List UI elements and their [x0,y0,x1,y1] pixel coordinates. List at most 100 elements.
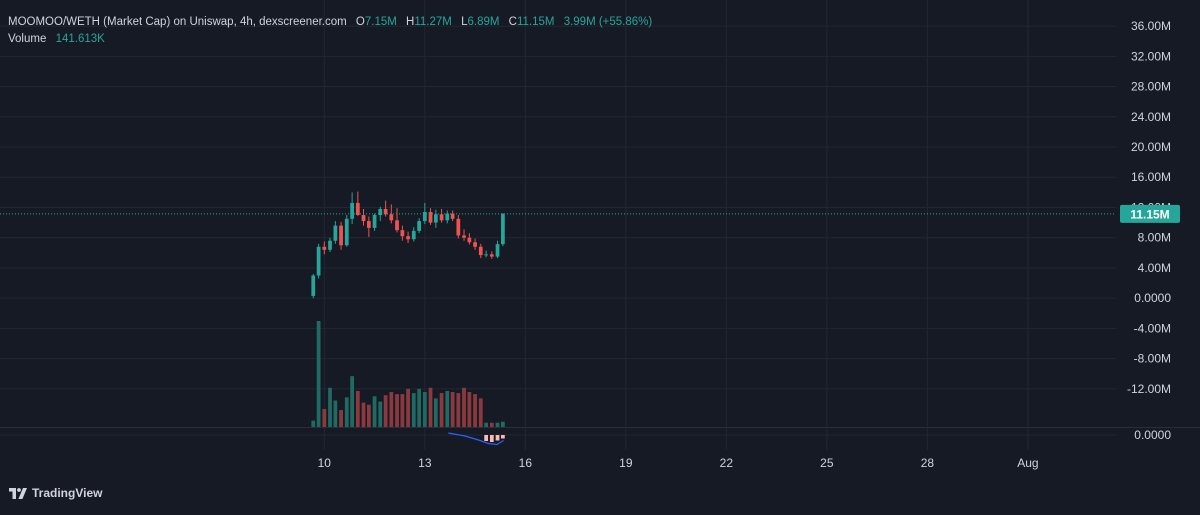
volume-bar [434,398,438,427]
volume-bar [383,395,388,427]
price-tick-label: -8.00M [1134,352,1171,366]
volume-bar [445,390,450,427]
high-value: 11.27M [414,16,452,28]
price-tick-label: 0.0000 [1134,291,1171,305]
volume-bar [328,387,332,427]
volume-bar [467,392,472,427]
time-tick-label: Aug [1017,456,1038,470]
candle-body [316,246,321,276]
open-value: 7.15M [364,16,397,28]
close-label: C [508,16,517,28]
candle-body [322,246,327,250]
candle-body [378,208,383,216]
symbol-title: MOOMOO/WETH (Market Cap) on Uniswap, 4h,… [8,16,347,28]
volume-bar [361,402,366,427]
open-label: O [355,16,365,28]
volume-bar [322,408,327,427]
tradingview-logo-icon [9,487,27,499]
candle-body [489,254,494,257]
candle-body [445,213,450,221]
indicator-bar [484,435,489,441]
high-label: H [406,16,415,28]
candlesticks[interactable] [311,191,505,299]
volume-bar [478,398,483,427]
candle-body [333,225,338,241]
last-price-label: 11.15M [1130,207,1169,221]
indicator-bar [489,435,494,442]
candle-body [484,254,489,256]
candle-body [350,202,354,219]
time-tick-label: 10 [318,456,332,470]
volume-bar [311,420,316,427]
volume-bar [422,392,427,427]
candle-body [372,215,377,228]
candle-body [422,212,427,222]
candle-body [501,213,505,245]
volume-bar [389,392,394,427]
candle-body [366,221,371,228]
candle-body [473,242,477,247]
low-label: L [461,16,468,28]
volume-bar [378,401,383,427]
chart-legend: MOOMOO/WETH (Market Cap) on Uniswap, 4h,… [8,14,652,48]
legend-ohlc-row: MOOMOO/WETH (Market Cap) on Uniswap, 4h,… [8,14,652,31]
grid-lines [0,0,1200,450]
low-value: 6.89M [467,16,500,28]
volume-bar [411,393,416,427]
time-tick-label: 13 [418,456,432,470]
volume-bar [406,388,410,427]
indicator-bar [501,435,505,439]
candle-body [406,236,410,240]
candle-body [450,213,455,219]
legend-volume-row: Volume 141.613K [8,31,652,48]
candle-body [328,240,332,250]
indicator-line [448,432,504,446]
volume-bar [350,376,354,427]
price-tick-label: 24.00M [1131,110,1171,124]
candle-body [344,218,349,246]
last-price-badge [1120,204,1180,223]
volume-bar [495,422,500,427]
volume-bar [450,392,455,427]
change-value: 3.99M (+55.86%) [563,16,653,28]
time-tick-label: 19 [619,456,633,470]
candle-body [434,214,438,223]
volume-bar [395,394,399,427]
candle-body [389,214,394,221]
price-axis[interactable]: 36.00M32.00M28.00M24.00M20.00M16.00M12.0… [1127,19,1171,442]
candle-body [411,230,416,240]
volume-bar [372,396,377,427]
candle-body [383,208,388,215]
candle-body [495,244,500,257]
time-axis[interactable]: 10 13 16 19 22 25 28 Aug [318,456,1039,470]
volume-bar [333,400,338,427]
candle-body [456,218,461,236]
indicator-tick-label: 0.0000 [1134,428,1171,442]
time-tick-label: 22 [720,456,734,470]
volume-bars [311,321,505,427]
volume-bar [473,394,477,427]
candle-body [462,235,466,238]
candle-body [439,214,444,221]
candle-body [339,225,343,246]
price-tick-label: 36.00M [1131,19,1171,33]
volume-bar [456,393,461,427]
volume-bar [400,394,405,427]
indicator-bar [495,435,500,441]
volume-bar [439,393,444,427]
volume-bar [355,390,360,427]
price-tick-label: 16.00M [1131,170,1171,184]
volume-bar [462,387,466,427]
volume-bar [366,404,371,427]
volume-value: 141.613K [55,33,105,45]
time-tick-label: 28 [921,456,935,470]
candle-body [428,212,433,223]
price-tick-label: 8.00M [1138,231,1171,245]
tradingview-brand: TradingView [32,486,103,500]
tradingview-attribution[interactable]: TradingView [9,484,102,502]
candle-body [478,246,483,256]
price-tick-label: 20.00M [1131,140,1171,154]
price-tick-label: 4.00M [1138,261,1171,275]
